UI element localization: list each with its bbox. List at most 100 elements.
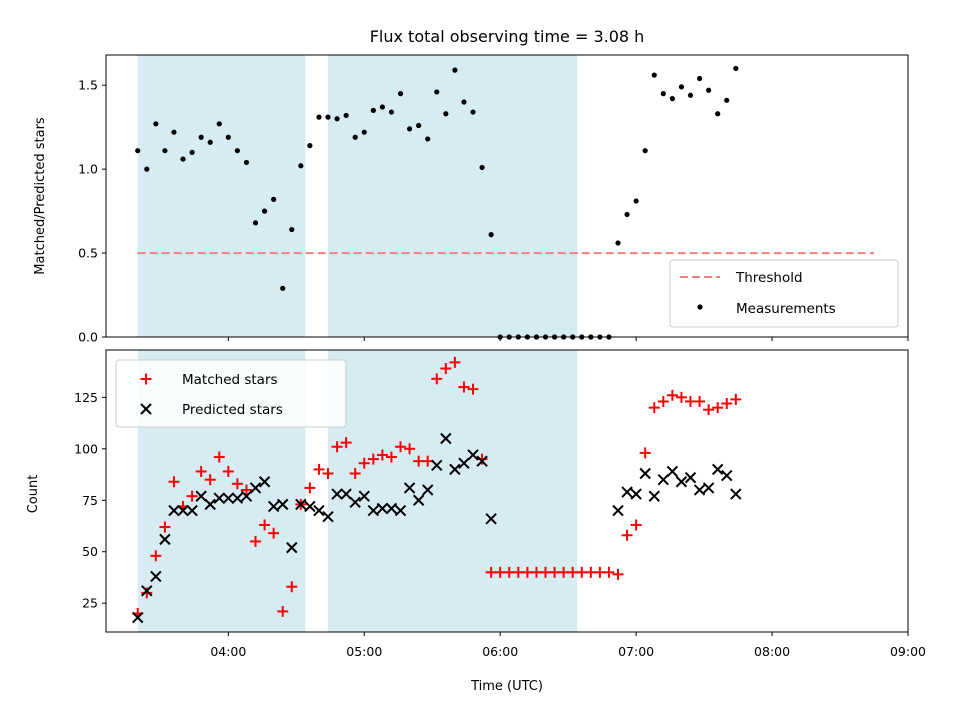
predicted-star-mark	[249, 482, 262, 494]
predicted-star-mark	[159, 533, 171, 546]
y-tick-label: 75	[82, 493, 98, 508]
predicted-star-mark	[458, 457, 470, 469]
predicted-star-mark	[730, 488, 742, 500]
predicted-star-mark	[177, 504, 189, 517]
measurement-point	[252, 220, 259, 226]
predicted-star-mark	[204, 498, 216, 511]
predicted-star-mark	[358, 490, 370, 502]
predicted-star-mark	[721, 469, 733, 482]
measurement-point	[397, 91, 404, 97]
measurement-point	[298, 163, 304, 169]
measurement-point	[696, 75, 703, 82]
shaded-interval	[328, 55, 578, 337]
measurement-point	[307, 143, 313, 149]
predicted-star-mark	[240, 490, 253, 502]
predicted-star-mark	[431, 459, 443, 471]
predicted-star-mark	[693, 484, 706, 496]
x-tick-label: 09:00	[890, 644, 926, 659]
predicted-star-mark	[621, 486, 633, 498]
predicted-star-mark	[412, 494, 425, 506]
measurement-point	[316, 114, 322, 120]
predicted-star-mark	[295, 498, 307, 511]
bottom-panel: 25 50 75 100 125 04:00 05:00 06:00 07:00 08:00 09…	[26, 349, 926, 694]
y-tick-label: 1.5	[78, 78, 98, 93]
legend-predicted-label: Predicted stars	[182, 402, 283, 418]
measurement-point	[678, 84, 685, 90]
measurement-point	[452, 67, 458, 73]
measurement-point	[289, 226, 295, 233]
predicted-star-mark	[286, 541, 298, 554]
measurement-point	[406, 126, 413, 132]
predicted-star-mark	[648, 490, 660, 502]
x-tick-label: 05:00	[346, 644, 382, 659]
measurement-point	[207, 139, 213, 145]
x-tick-label: 07:00	[618, 644, 654, 659]
shaded-interval	[328, 350, 578, 632]
measurement-point	[352, 134, 358, 140]
predicted-star-mark	[711, 463, 724, 476]
y-tick-label: 1.0	[78, 162, 98, 177]
predicted-star-mark	[367, 504, 380, 517]
predicted-star-mark	[340, 488, 352, 500]
measurement-point	[461, 99, 467, 105]
measurement-point	[624, 211, 630, 218]
predicted-star-mark	[150, 570, 162, 583]
predicted-star-mark	[267, 500, 280, 513]
x-tick-label: 06:00	[482, 644, 518, 659]
x-tick-label: 04:00	[210, 644, 246, 659]
predicted-star-mark	[394, 504, 407, 517]
predicted-star-mark	[213, 492, 225, 504]
measurement-point	[370, 107, 376, 113]
predicted-star-mark	[639, 467, 651, 480]
top-y-ticks: 0.0 0.5 1.0 1.5	[78, 78, 106, 345]
top-panel: 0.0 0.5 1.0 1.5 Matched/Predicted stars Thr…	[33, 54, 909, 345]
x-tick-label: 08:00	[754, 644, 790, 659]
predicted-star-mark	[476, 455, 488, 467]
measurement-point	[416, 122, 422, 129]
legend-measurement-label: Measurements	[736, 301, 836, 317]
legend-threshold-label: Threshold	[735, 270, 803, 286]
predicted-star-mark	[132, 611, 144, 624]
predicted-star-mark	[702, 482, 715, 494]
top-y-axis-label: Matched/Predicted stars	[33, 117, 48, 275]
top-x-ticks	[227, 337, 909, 341]
measurement-point	[443, 111, 449, 117]
measurement-point	[135, 148, 141, 154]
predicted-star-mark	[403, 482, 416, 494]
predicted-star-mark	[195, 490, 207, 502]
legend-measurement-swatch	[697, 304, 703, 310]
measurement-point	[715, 111, 721, 117]
predicted-star-mark	[440, 432, 452, 445]
top-shaded-intervals	[137, 55, 578, 337]
predicted-star-mark	[657, 473, 670, 486]
measurement-point	[234, 148, 241, 154]
bottom-legend: Matched stars Predicted stars	[115, 359, 347, 428]
predicted-star-mark	[675, 476, 688, 488]
bottom-axes-frame	[105, 349, 909, 633]
measurement-point	[198, 134, 204, 140]
measurement-point	[162, 148, 168, 154]
predicted-star-mark	[168, 504, 180, 517]
measurement-point	[706, 87, 712, 93]
measurement-point	[733, 65, 739, 72]
predicted-star-mark	[684, 471, 697, 484]
measurement-point	[189, 149, 195, 155]
predicted-star-mark	[277, 498, 289, 511]
measurement-point	[388, 109, 395, 115]
predicted-star-mark	[141, 585, 153, 597]
measurement-point	[633, 198, 639, 204]
measurement-point	[425, 136, 431, 142]
measurement-point	[325, 114, 331, 120]
predicted-star-mark	[349, 496, 361, 509]
predicted-star-mark	[331, 488, 343, 500]
predicted-star-mark	[666, 465, 679, 478]
predicted-star-mark	[258, 476, 271, 488]
measurement-point	[153, 121, 159, 127]
predicted-star-mark	[630, 488, 642, 500]
shaded-interval	[137, 55, 306, 337]
y-tick-label: 125	[74, 390, 98, 405]
predicted-star-mark	[421, 484, 434, 496]
measurement-point	[660, 91, 666, 97]
measurement-point	[669, 96, 675, 102]
predicted-star-mark	[222, 492, 235, 504]
